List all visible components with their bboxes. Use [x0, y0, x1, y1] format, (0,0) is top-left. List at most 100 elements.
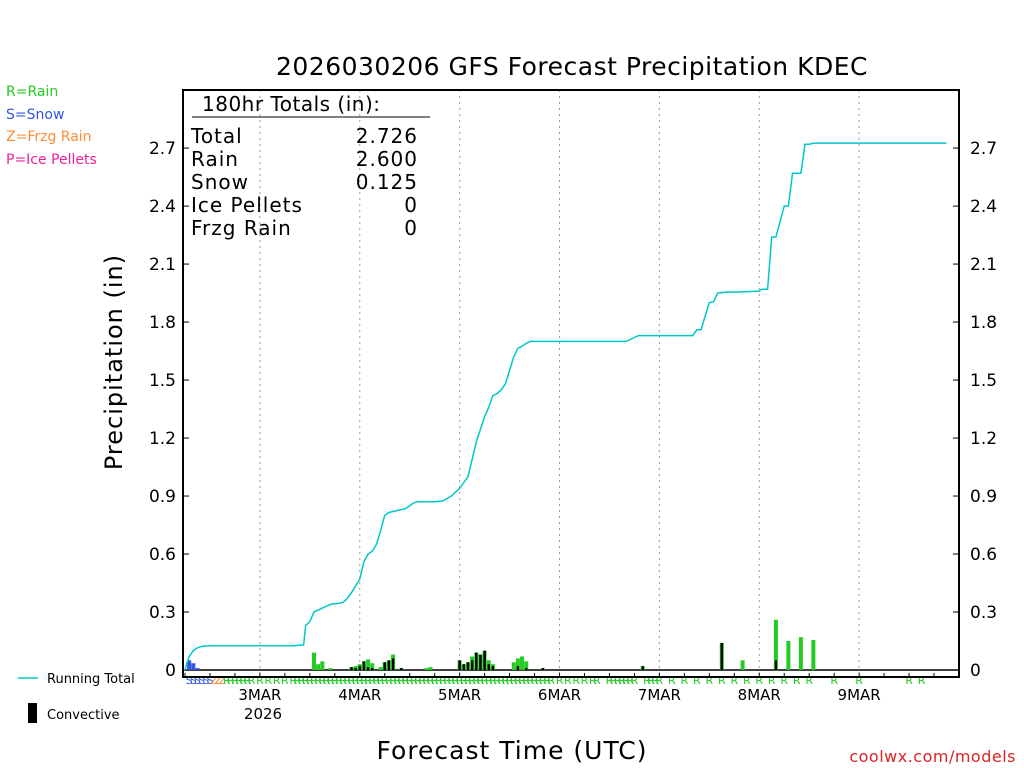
precip-bar [428, 667, 433, 670]
ptype-letter: R [547, 674, 555, 687]
ptype-letter: R [364, 674, 372, 687]
ptype-letter: R [618, 674, 626, 687]
y-tick-label-right: 0.6 [970, 545, 997, 565]
ptype-letter: R [643, 674, 651, 687]
ptype-letter: R [373, 674, 381, 687]
credit-text: coolwx.com/models [849, 747, 1016, 766]
ptype-letter: R [348, 674, 356, 687]
ptype-letter: R [393, 674, 401, 687]
ptype-letter: R [431, 674, 439, 687]
ptype-letter: R [223, 674, 231, 687]
ptype-letter: R [705, 674, 713, 687]
ptype-letter: R [493, 674, 501, 687]
ptype-letter: R [460, 674, 468, 687]
precip-bar [740, 660, 745, 670]
plot-frame [182, 89, 960, 678]
ptype-letter: R [443, 674, 451, 687]
ptype-letter: R [464, 674, 472, 687]
ptype-letter: R [614, 674, 622, 687]
x-tick-label: 8MAR [738, 686, 781, 704]
ptype-letter: S [198, 674, 205, 687]
ptype-letter: R [539, 674, 547, 687]
ptype-letter: R [318, 674, 326, 687]
ptype-letter: R [755, 674, 763, 687]
precip-bar [366, 659, 371, 670]
ptype-letter: S [202, 674, 209, 687]
ptype-letter: R [543, 674, 551, 687]
ptype-letter: R [743, 674, 751, 687]
ptype-letter: R [626, 674, 634, 687]
precip-bar [786, 641, 791, 670]
ptype-letter: R [693, 674, 701, 687]
convective-bar [491, 666, 495, 670]
y-tick-label-left: 1.8 [149, 313, 176, 333]
ptype-letter: R [472, 674, 480, 687]
convective-bar [383, 662, 386, 670]
convective-bar [641, 666, 644, 670]
ptype-letter: R [830, 674, 838, 687]
legend-snow: S=Snow [6, 107, 64, 123]
ptype-letter: R [356, 674, 364, 687]
ptype-letter: R [527, 674, 535, 687]
year-label: 2026 [244, 705, 282, 723]
y-tick-label-right: 0.9 [970, 487, 997, 507]
ptype-letter: R [718, 674, 726, 687]
x-tick-label: 6MAR [538, 686, 581, 704]
ptype-letter: R [610, 674, 618, 687]
ptype-letter: R [244, 674, 252, 687]
precip-bars [187, 619, 816, 670]
y-tick-label-left: 2.4 [149, 197, 176, 217]
ptype-letter: R [593, 674, 601, 687]
ptype-letter: R [780, 674, 788, 687]
ptype-letter: R [531, 674, 539, 687]
convective-bar [516, 666, 520, 670]
ptype-letter: R [514, 674, 522, 687]
convective-bar [541, 668, 545, 670]
precip-bar [320, 661, 325, 670]
convective-bar [466, 662, 470, 670]
precip-bar [798, 637, 803, 670]
running-total-legend-label: Running Total [47, 672, 135, 687]
chart-title: 2026030206 GFS Forecast Precipitation KD… [276, 52, 868, 81]
ptype-letter: R [439, 674, 447, 687]
convective-bar [525, 668, 528, 670]
convective-bar [483, 650, 486, 670]
ptype-letter: R [793, 674, 801, 687]
ptype-letter: R [314, 674, 322, 687]
ptype-letter: R [651, 674, 659, 687]
ptype-letter: R [231, 674, 239, 687]
legend-frzg-rain: Z=Frzg Rain [6, 129, 92, 145]
precip-bar [378, 667, 383, 670]
y-tick-label-left: 0.9 [149, 487, 176, 507]
totals-value-total: 2.726 [356, 124, 418, 148]
ptype-letter: R [581, 674, 589, 687]
ptype-letter: R [410, 674, 418, 687]
totals-box: 180hr Totals (in): Total 2.726 Rain 2.60… [190, 92, 430, 240]
convective-bar [462, 664, 466, 670]
precip-bar [511, 662, 516, 670]
totals-value-snow: 0.125 [356, 170, 418, 194]
y-tick-label-right: 0.3 [970, 603, 997, 623]
ptype-letter: S [186, 674, 193, 687]
convective-bar [391, 658, 395, 670]
ptype-letter: R [343, 674, 351, 687]
ptype-letter: R [327, 674, 335, 687]
ptype-letter: R [381, 674, 389, 687]
ptype-letter: R [385, 674, 393, 687]
ptype-letter: R [289, 674, 297, 687]
precip-bar [195, 668, 200, 670]
totals-value-ice-pellets: 0 [404, 193, 418, 217]
x-tick-label: 5MAR [438, 686, 481, 704]
convective-bar [400, 668, 403, 670]
legend-ice-pellets: P=Ice Pellets [6, 152, 97, 168]
ptype-letter: R [302, 674, 310, 687]
convective-bar [475, 652, 478, 670]
ptype-letter: R [418, 674, 426, 687]
convective-bar [479, 654, 482, 670]
y-tick-label-right: 1.2 [970, 429, 997, 449]
totals-label-frzg-rain: Frzg Rain [191, 216, 292, 240]
ptype-letter: R [564, 674, 572, 687]
totals-label-ice-pellets: Ice Pellets [191, 193, 303, 217]
x-tick-label: 3MAR [238, 686, 281, 704]
ptype-letter: R [306, 674, 314, 687]
